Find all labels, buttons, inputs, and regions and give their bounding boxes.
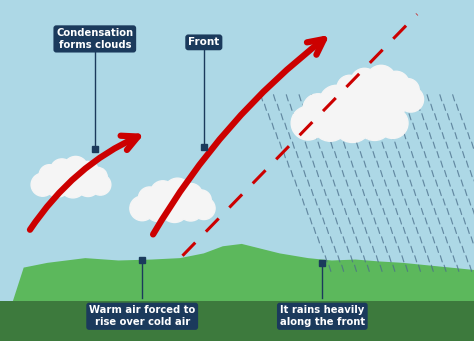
Circle shape xyxy=(374,98,403,126)
Circle shape xyxy=(382,85,410,114)
Circle shape xyxy=(383,71,410,98)
Circle shape xyxy=(145,195,172,222)
Circle shape xyxy=(362,84,394,115)
Circle shape xyxy=(150,181,175,205)
Circle shape xyxy=(358,89,391,121)
Circle shape xyxy=(337,75,362,101)
Circle shape xyxy=(333,104,372,143)
Circle shape xyxy=(138,187,161,209)
Circle shape xyxy=(319,85,353,119)
Circle shape xyxy=(39,165,60,186)
Circle shape xyxy=(178,196,203,221)
Circle shape xyxy=(31,173,54,196)
Text: Condensation
forms clouds: Condensation forms clouds xyxy=(56,28,133,50)
Text: Front: Front xyxy=(188,38,219,47)
Circle shape xyxy=(338,82,374,118)
Circle shape xyxy=(50,159,73,182)
Text: It rains heavily
along the front: It rains heavily along the front xyxy=(280,306,365,327)
Circle shape xyxy=(291,106,325,140)
Circle shape xyxy=(160,194,189,222)
Circle shape xyxy=(179,183,202,207)
Circle shape xyxy=(64,157,88,181)
Circle shape xyxy=(191,190,211,210)
Text: Warm air forced to
rise over cold air: Warm air forced to rise over cold air xyxy=(89,306,195,327)
Circle shape xyxy=(130,196,155,221)
Circle shape xyxy=(328,86,355,113)
Circle shape xyxy=(303,94,334,124)
Circle shape xyxy=(77,161,99,183)
Circle shape xyxy=(366,65,396,95)
Circle shape xyxy=(193,197,215,220)
Circle shape xyxy=(164,178,191,205)
Polygon shape xyxy=(0,244,474,341)
Bar xyxy=(0,301,474,341)
Circle shape xyxy=(88,167,107,187)
Circle shape xyxy=(351,68,378,96)
Circle shape xyxy=(312,105,348,141)
Circle shape xyxy=(90,174,111,195)
Circle shape xyxy=(345,85,374,114)
Circle shape xyxy=(60,172,86,198)
Circle shape xyxy=(396,78,419,102)
Circle shape xyxy=(377,108,408,138)
Circle shape xyxy=(76,173,100,196)
Circle shape xyxy=(357,106,392,140)
Circle shape xyxy=(398,87,424,112)
Circle shape xyxy=(46,172,70,197)
